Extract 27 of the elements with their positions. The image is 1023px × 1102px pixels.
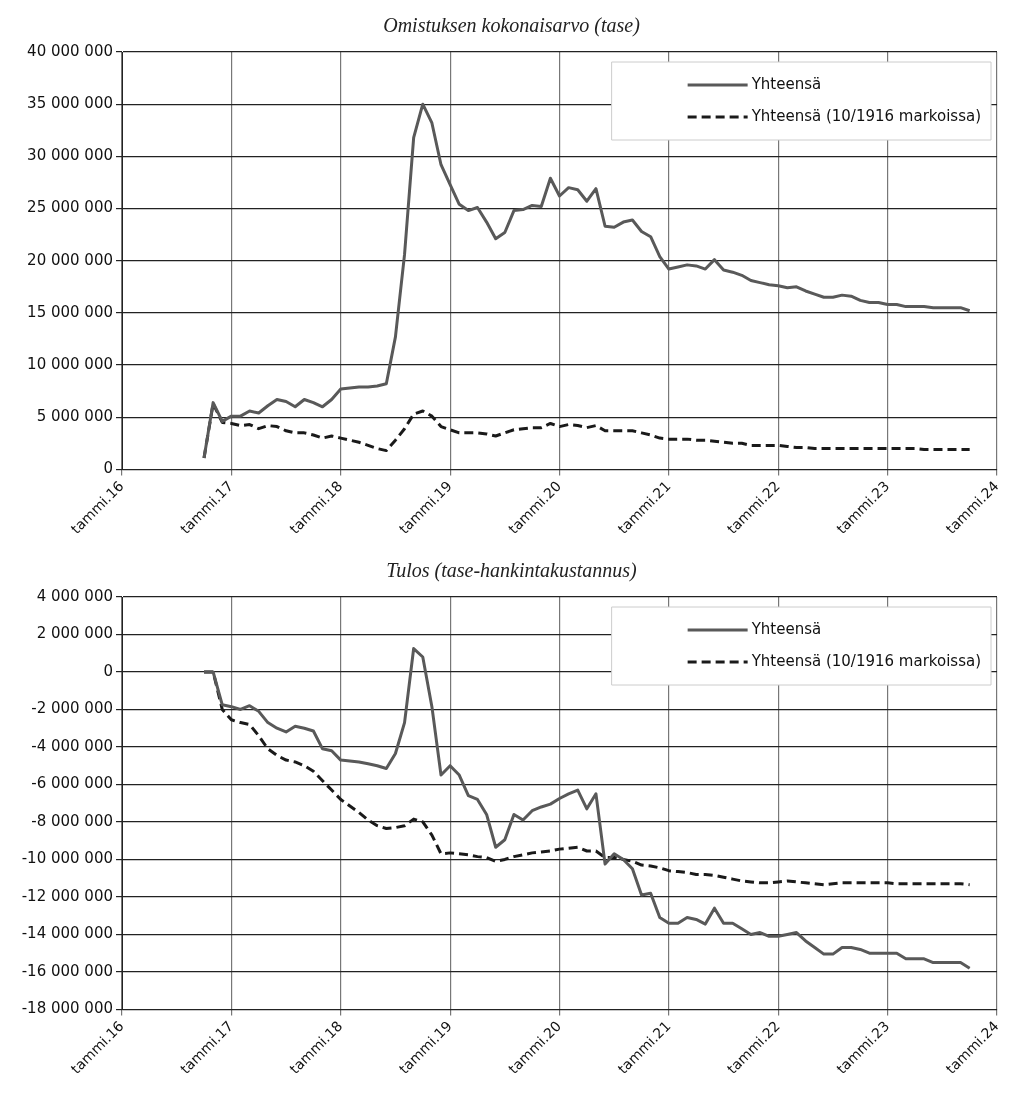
y-tick-label: 5 000 000 — [36, 407, 113, 426]
chart-title: Omistuksen kokonaisarvo (tase) — [382, 13, 641, 39]
y-tick-label: 35 000 000 — [27, 94, 113, 113]
y-tick-label: 2 000 000 — [36, 624, 113, 643]
y-tick-label: 30 000 000 — [27, 146, 113, 165]
legend-label: Yhteensä — [750, 619, 822, 638]
y-tick-label: -6 000 000 — [31, 774, 113, 793]
y-tick-label: -12 000 000 — [21, 886, 113, 905]
y-tick-label: -10 000 000 — [21, 849, 113, 868]
y-tick-label: 15 000 000 — [27, 302, 113, 321]
y-tick-label: 20 000 000 — [27, 250, 113, 269]
y-tick-label: -8 000 000 — [31, 811, 113, 830]
legend-label: Yhteensä — [750, 74, 822, 93]
y-tick-label: -4 000 000 — [31, 736, 113, 755]
y-tick-label: -18 000 000 — [21, 999, 113, 1018]
y-tick-label: -16 000 000 — [21, 961, 113, 980]
chart-title: Tulos (tase-hankintakustannus) — [385, 558, 638, 584]
y-tick-label: 40 000 000 — [27, 41, 113, 60]
y-tick-label: 0 — [103, 459, 113, 478]
y-tick-label: 4 000 000 — [36, 586, 113, 605]
legend-label: Yhteensä (10/1916 markoissa) — [750, 106, 982, 125]
y-tick-label: -2 000 000 — [31, 699, 113, 718]
y-tick-label: 10 000 000 — [27, 354, 113, 373]
y-tick-label: 0 — [103, 661, 113, 680]
y-tick-label: -14 000 000 — [21, 924, 113, 943]
y-tick-label: 25 000 000 — [27, 198, 113, 217]
legend-label: Yhteensä (10/1916 markoissa) — [750, 651, 982, 670]
